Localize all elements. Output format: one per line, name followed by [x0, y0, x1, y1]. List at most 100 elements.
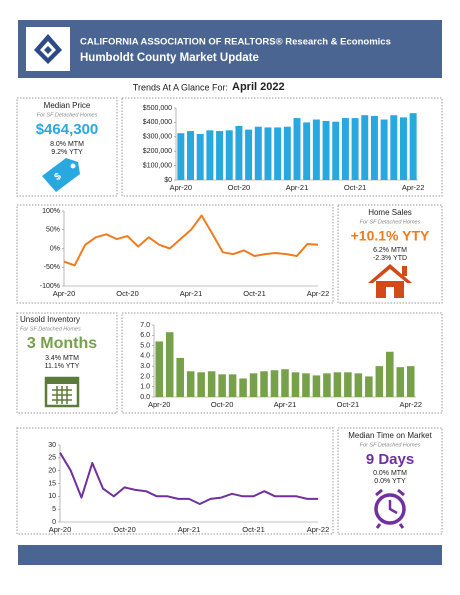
bar: [196, 133, 204, 180]
chart-frame: [16, 427, 334, 535]
alarm-clock-icon: [374, 488, 406, 529]
bar: [235, 126, 243, 180]
x-tick-label: Apr-21: [180, 289, 203, 298]
stat-subtitle: For SF Detached Homes: [20, 326, 81, 332]
y-tick-label: 10: [48, 493, 56, 500]
y-tick-label: 0.0: [140, 394, 150, 401]
chart-frame: [121, 312, 443, 414]
stat-title: Home Sales: [368, 208, 412, 217]
bar: [332, 121, 340, 180]
x-tick-label: Oct-20: [116, 289, 139, 298]
stat-value: 3 Months: [27, 335, 97, 352]
stat-subtitle: For SF Detached Homes: [360, 442, 421, 448]
y-tick-label: $100,000: [143, 162, 172, 169]
bar: [218, 374, 226, 397]
y-tick-label: 6.0: [140, 332, 150, 339]
y-tick-label: 4.0: [140, 353, 150, 360]
y-tick-label: 3.0: [140, 363, 150, 370]
bar: [260, 371, 268, 397]
stat-title: Median Time on Market: [348, 431, 432, 440]
line: [63, 214, 319, 267]
header-band: [18, 20, 442, 78]
y-tick-label: -100%: [40, 283, 60, 290]
y-tick-label: 15: [48, 480, 56, 487]
line: [59, 452, 318, 505]
bar: [386, 351, 394, 397]
bar: [396, 367, 405, 397]
y-tick-label: 5.0: [140, 342, 150, 349]
price-tag-icon: $: [42, 158, 80, 192]
bar: [344, 372, 352, 397]
x-tick-label: Apr-21: [178, 525, 201, 534]
y-tick-label: 5: [52, 506, 56, 513]
stat-value: $464,300: [36, 121, 99, 138]
bar: [274, 127, 282, 180]
x-tick-label: Apr-22: [400, 400, 423, 409]
bar: [341, 118, 349, 180]
bar: [312, 375, 321, 397]
bar: [239, 378, 247, 397]
y-tick-label: 20: [48, 468, 56, 475]
logo: [26, 27, 70, 71]
y-tick-label: $500,000: [143, 105, 172, 112]
x-tick-label: Apr-20: [148, 400, 171, 409]
bar: [155, 341, 164, 397]
bar: [323, 373, 331, 397]
y-tick-label: 2.0: [140, 373, 150, 380]
stat-box: [337, 204, 443, 304]
stat-line: 3.4% MTM: [45, 355, 79, 362]
bar: [406, 366, 415, 397]
bar: [409, 113, 417, 180]
bar: [351, 118, 359, 180]
bar: [187, 131, 195, 180]
y-tick-label: 100%: [42, 208, 60, 215]
bar: [225, 130, 233, 180]
bar: [361, 115, 369, 180]
bar: [245, 129, 253, 180]
stat-line: 8.0% MTM: [50, 141, 84, 148]
stat-box: [16, 312, 118, 414]
x-tick-label: Oct-21: [344, 183, 367, 192]
stat-title: Unsold Inventory: [20, 315, 80, 324]
bar: [322, 120, 330, 180]
bar: [249, 373, 258, 397]
y-tick-label: $200,000: [143, 148, 172, 155]
y-tick-label: 50%: [46, 227, 60, 234]
y-tick-label: 7.0: [140, 322, 150, 329]
stat-line: 6.2% MTM: [373, 247, 407, 254]
calendar-icon: [44, 376, 80, 408]
y-tick-label: 30: [48, 442, 56, 449]
x-tick-label: Oct-21: [337, 400, 360, 409]
y-tick-label: 1.0: [140, 384, 150, 391]
bar: [177, 133, 185, 180]
header-title: Humboldt County Market Update: [80, 52, 259, 64]
y-tick-label: -50%: [44, 264, 60, 271]
stat-box: [337, 427, 443, 535]
x-tick-label: Oct-21: [243, 289, 266, 298]
bar: [375, 366, 384, 397]
y-tick-label: $0: [164, 177, 172, 184]
bar: [293, 118, 301, 180]
stat-title: Median Price: [44, 101, 91, 110]
bar: [380, 119, 388, 180]
bar: [354, 373, 363, 397]
bar: [303, 122, 311, 180]
bar: [197, 372, 205, 397]
stat-line: 0.0% MTM: [373, 470, 407, 477]
svg-text:$: $: [53, 171, 64, 183]
x-tick-label: Apr-21: [274, 400, 297, 409]
bar: [254, 126, 262, 180]
stat-value: +10.1% YTY: [351, 228, 430, 244]
bar: [228, 374, 237, 397]
bar: [399, 117, 407, 180]
stat-subtitle: For SF Detached Homes: [37, 112, 98, 118]
bar: [281, 369, 289, 397]
y-tick-label: $400,000: [143, 119, 172, 126]
y-tick-label: $300,000: [143, 134, 172, 141]
bar: [216, 131, 224, 180]
y-tick-label: 0%: [50, 245, 60, 252]
stat-line: 0.0% YTY: [374, 478, 406, 485]
x-tick-label: Oct-21: [242, 525, 265, 534]
x-tick-label: Apr-20: [53, 289, 76, 298]
